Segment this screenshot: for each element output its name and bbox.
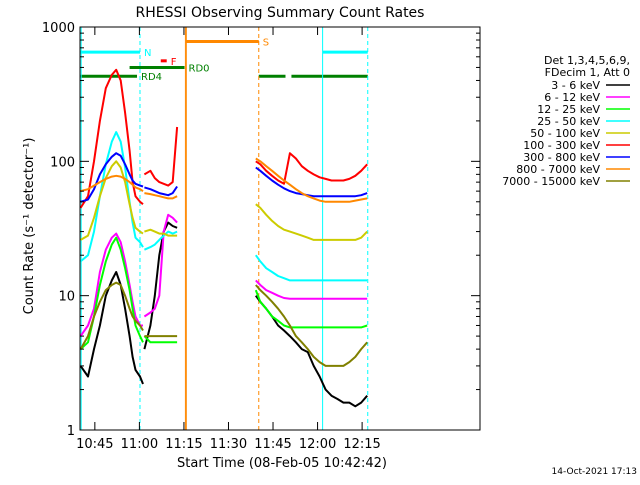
series-25-50-kev bbox=[79, 131, 368, 282]
series-line-300-800-kev-2 bbox=[144, 185, 178, 197]
legend-label-3-6-kev: 3 - 6 keV bbox=[551, 79, 600, 92]
series-3-6-kev bbox=[79, 221, 368, 408]
x-tick-label-11-00: 11:00 bbox=[121, 437, 158, 452]
series-line-100-300-kev-3 bbox=[255, 152, 368, 185]
legend-label-50-100-kev: 50 - 100 keV bbox=[530, 127, 600, 140]
legend-header-1: Det 1,3,4,5,6,9, bbox=[544, 54, 630, 67]
series-line-25-50-kev-1 bbox=[79, 131, 144, 263]
series-line-12-25-kev-2 bbox=[143, 335, 178, 344]
flag-label-f: F bbox=[171, 57, 177, 68]
legend-label-800-7000-kev: 800 - 7000 keV bbox=[516, 163, 600, 176]
series-line-7000-15000-kev-3 bbox=[255, 284, 368, 367]
x-axis-ticks: 10:45 11:00 11:15 11:30 11:45 12:00 12:15 bbox=[76, 27, 381, 452]
timestamp: 14-Oct-2021 17:13 bbox=[552, 467, 637, 477]
series-line-6-12-kev-3 bbox=[255, 279, 368, 300]
series-line-50-100-kev-1 bbox=[80, 160, 144, 241]
series-7000-15000-kev bbox=[79, 281, 368, 367]
series-line-3-6-kev-3 bbox=[254, 295, 368, 408]
series-line-6-12-kev-1 bbox=[79, 232, 143, 337]
chart-title: RHESSI Observing Summary Count Rates bbox=[136, 5, 425, 21]
series-line-50-100-kev-3 bbox=[255, 203, 368, 241]
legend-header-2: FDecim 1, Att 0 bbox=[545, 66, 630, 79]
flag-bars: N S F RD0 RD4 bbox=[80, 37, 368, 83]
flag-label-n: N bbox=[144, 48, 151, 59]
plot-frame bbox=[79, 26, 481, 431]
series-layer bbox=[79, 68, 368, 408]
legend-label-6-12-kev: 6 - 12 keV bbox=[544, 91, 600, 104]
series-800-7000-kev bbox=[80, 157, 368, 203]
x-axis-label: Start Time (08-Feb-05 10:42:42) bbox=[177, 456, 387, 471]
series-line-800-7000-kev-2 bbox=[144, 192, 178, 200]
x-tick-label-12-15: 12:15 bbox=[343, 437, 380, 452]
x-tick-label-11-30: 11:30 bbox=[210, 437, 247, 452]
x-tick-label-10-45: 10:45 bbox=[76, 437, 113, 452]
series-line-50-100-kev-2 bbox=[144, 228, 178, 237]
y-tick-label-100: 100 bbox=[50, 155, 75, 170]
legend-label-7000-15000-kev: 7000 - 15000 keV bbox=[502, 175, 600, 188]
series-line-800-7000-kev-3 bbox=[255, 157, 368, 203]
legend-label-100-300-kev: 100 - 300 keV bbox=[523, 139, 600, 152]
y-tick-label-1: 1 bbox=[67, 424, 75, 439]
series-6-12-kev bbox=[79, 213, 368, 337]
series-line-12-25-kev-1 bbox=[79, 236, 144, 350]
legend-label-300-800-kev: 300 - 800 keV bbox=[523, 151, 600, 164]
time-markers bbox=[80, 27, 369, 430]
y-axis-label: Count Rate (s⁻¹ detector⁻¹) bbox=[22, 138, 37, 315]
series-line-3-6-kev-1 bbox=[79, 271, 144, 385]
series-line-100-300-kev-2 bbox=[143, 126, 179, 187]
series-line-12-25-kev-3 bbox=[254, 289, 368, 329]
flag-label-rd4: RD4 bbox=[141, 72, 162, 83]
y-tick-label-1000: 1000 bbox=[42, 21, 75, 36]
legend-label-25-50-kev: 25 - 50 keV bbox=[537, 115, 600, 128]
series-line-25-50-kev-2 bbox=[144, 230, 178, 251]
series-line-6-12-kev-2 bbox=[143, 213, 178, 318]
series-line-3-6-kev-2 bbox=[143, 221, 178, 350]
series-300-800-kev bbox=[80, 152, 368, 203]
series-line-300-800-kev-1 bbox=[80, 152, 144, 203]
series-12-25-kev bbox=[79, 236, 368, 350]
series-line-25-50-kev-3 bbox=[254, 254, 368, 282]
x-tick-label-11-45: 11:45 bbox=[254, 437, 291, 452]
series-line-100-300-kev-1 bbox=[79, 68, 144, 209]
y-tick-label-10: 10 bbox=[58, 290, 75, 305]
x-tick-label-11-15: 11:15 bbox=[165, 437, 202, 452]
series-line-300-800-kev-3 bbox=[255, 166, 368, 198]
series-line-800-7000-kev-1 bbox=[80, 174, 144, 193]
series-line-7000-15000-kev-1 bbox=[79, 281, 144, 350]
series-50-100-kev bbox=[80, 160, 368, 241]
series-100-300-kev bbox=[79, 68, 368, 209]
legend-label-12-25-kev: 12 - 25 keV bbox=[537, 103, 600, 116]
flag-label-rd0: RD0 bbox=[189, 63, 210, 74]
x-tick-label-12-00: 12:00 bbox=[299, 437, 336, 452]
y-axis-ticks: 1 10 100 1000 bbox=[42, 21, 480, 439]
flag-label-s: S bbox=[263, 37, 269, 48]
legend: Det 1,3,4,5,6,9,FDecim 1, Att 03 - 6 keV… bbox=[502, 54, 630, 188]
